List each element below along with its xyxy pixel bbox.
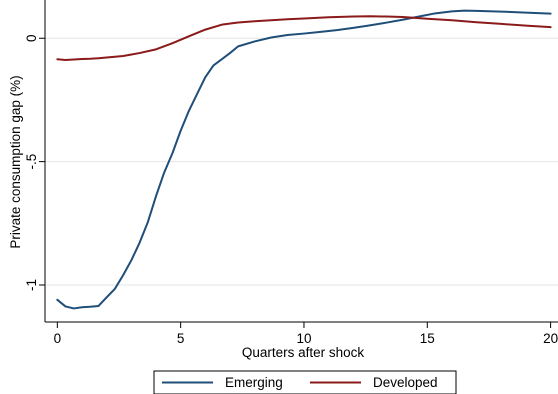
x-tick-label-0: 0 [54, 331, 62, 346]
series-line-emerging [56, 9, 552, 310]
y-tick-label-1: -1 [24, 279, 39, 291]
legend-label-developed: Developed [373, 375, 438, 390]
series-lines [56, 9, 552, 310]
x-tick-label-10: 10 [296, 331, 311, 346]
legend-label-emerging: Emerging [225, 375, 283, 390]
legend-box [153, 370, 457, 394]
x-tick-label-20: 20 [543, 331, 558, 346]
legend: Emerging Developed [153, 370, 457, 394]
x-tick-label-5: 5 [177, 331, 185, 346]
y-axis-ticks: 0 -.5 -1 [24, 34, 45, 291]
axes [44, 0, 558, 323]
x-axis-label: Quarters after shock [242, 345, 365, 360]
y-tick-label-0: 0 [24, 34, 39, 42]
series-line-developed [56, 15, 552, 61]
y-axis-label: Private consumption gap (%) [8, 75, 23, 248]
x-tick-label-15: 15 [420, 331, 435, 346]
gridlines [45, 37, 558, 286]
x-axis-ticks: 0 5 10 15 20 [54, 322, 558, 346]
y-tick-label-5: -.5 [24, 154, 39, 170]
